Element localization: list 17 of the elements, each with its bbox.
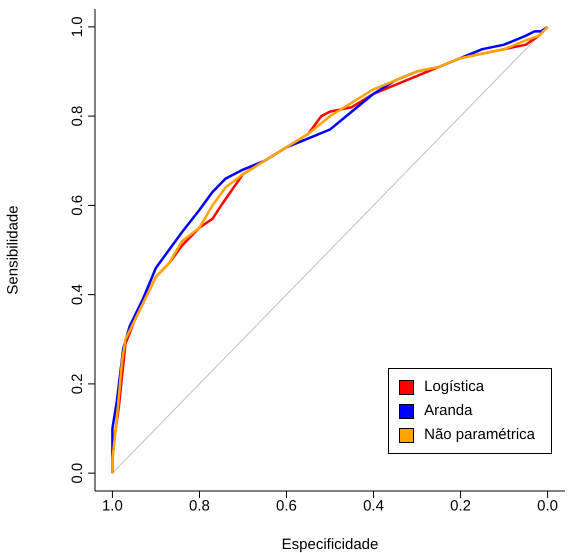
y-axis-title: Sensibilidade	[4, 205, 22, 295]
y-tick-label: 0.6	[69, 194, 86, 216]
y-tick-label: 0.8	[69, 106, 86, 127]
x-tick-label: 0.4	[363, 498, 384, 515]
x-axis-title: Especificidade	[282, 536, 378, 553]
y-tick-label: 1.0	[69, 16, 86, 38]
x-tick-label: 1.0	[102, 498, 123, 515]
y-tick-label: 0.4	[69, 284, 86, 306]
y-tick-label: 0.2	[69, 373, 86, 394]
legend-label: Aranda	[424, 401, 472, 421]
x-tick-label: 0.2	[450, 498, 471, 515]
y-tick-label: 0.0	[69, 462, 86, 484]
legend-label: Logística	[424, 377, 484, 397]
x-tick-label: 0.6	[276, 498, 297, 515]
x-tick-label: 0.8	[189, 498, 210, 515]
x-tick-label: 0.0	[537, 498, 558, 515]
legend-label: Não paramétrica	[424, 425, 535, 445]
